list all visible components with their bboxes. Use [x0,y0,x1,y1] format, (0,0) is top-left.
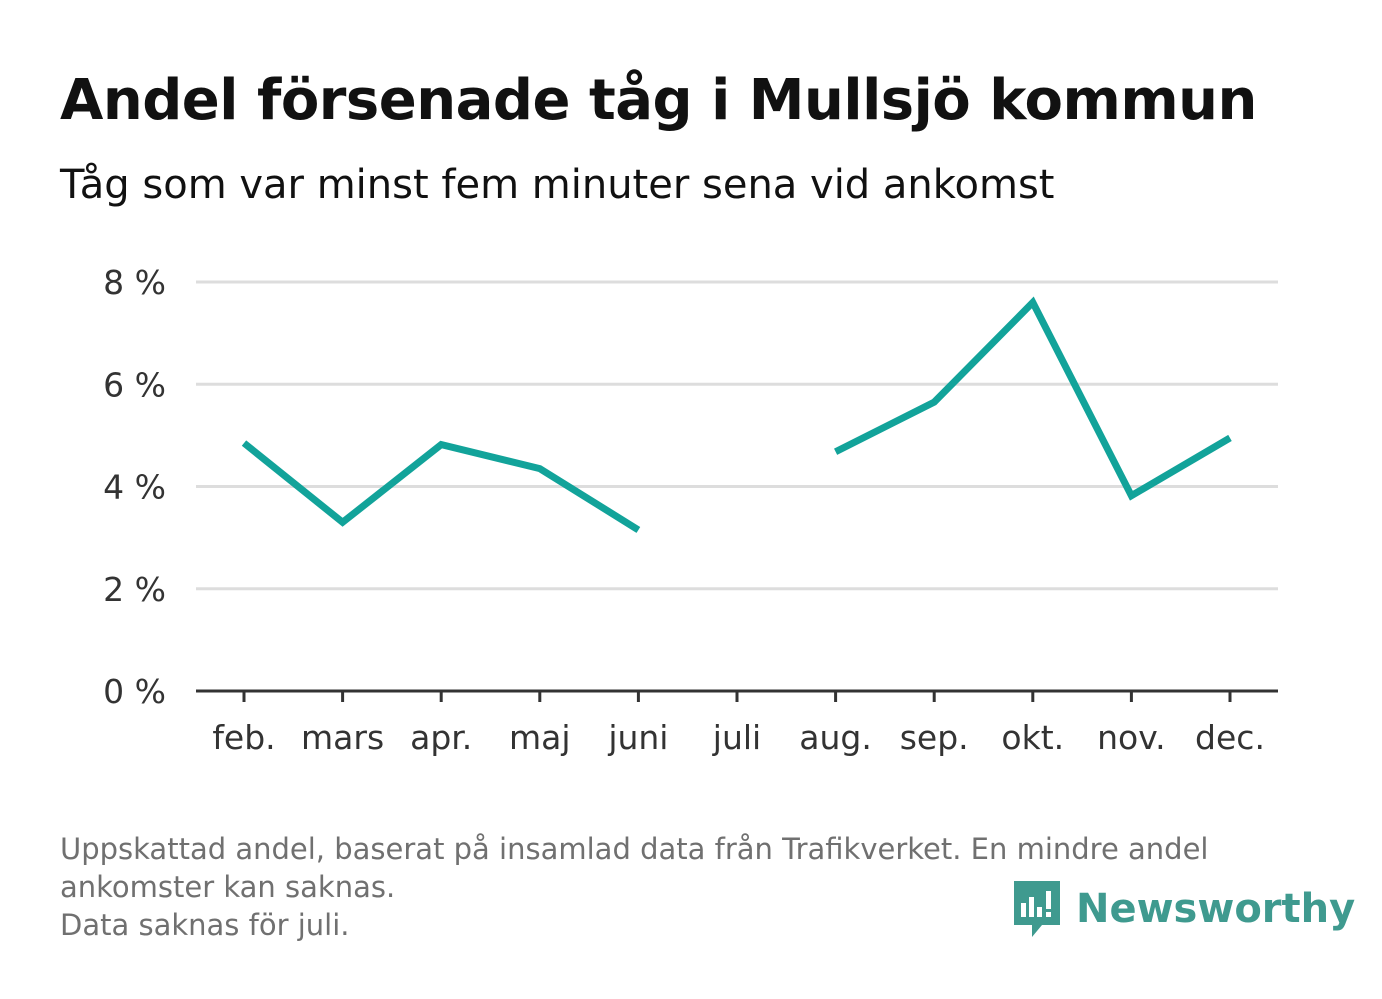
brand-name: Newsworthy [1076,886,1356,932]
footnote: Uppskattad andel, baserat på insamlad da… [60,830,1310,944]
y-tick-label: 0 % [103,672,166,711]
x-tick-label: maj [509,718,571,757]
x-tick-label: dec. [1195,718,1265,757]
x-tick-label: okt. [1001,718,1064,757]
y-tick-label: 8 % [103,263,166,302]
y-tick-label: 2 % [103,570,166,609]
line-chart: 0 % 2 % 4 % 6 % 8 % feb. mars apr. maj juni juli a… [103,263,1278,757]
series-line-segment [834,296,1232,501]
footnote-line: Uppskattad andel, baserat på insamlad da… [60,832,1209,866]
newsworthy-logo-icon [1014,881,1060,937]
x-tick-label: apr. [410,718,472,757]
x-tick-label: sep. [900,718,969,757]
x-tick-label: mars [301,718,384,757]
footnote-line: ankomster kan saknas. [60,870,396,904]
brand: Newsworthy [1012,878,1355,940]
x-tick-label: aug. [799,718,872,757]
y-tick-label: 6 % [103,365,166,404]
chart-subtitle: Tåg som var minst fem minuter sena vid a… [60,162,1055,208]
series-line-segment [241,440,641,533]
footnote-line: Data saknas för juli. [60,908,350,942]
y-tick-label: 4 % [103,468,166,507]
x-tick-label: feb. [212,718,275,757]
chart-title: Andel försenade tåg i Mullsjö kommun [60,68,1257,133]
x-tick-label: juni [607,718,668,757]
x-tick-label: juli [712,718,761,757]
x-tick-label: nov. [1097,718,1166,757]
